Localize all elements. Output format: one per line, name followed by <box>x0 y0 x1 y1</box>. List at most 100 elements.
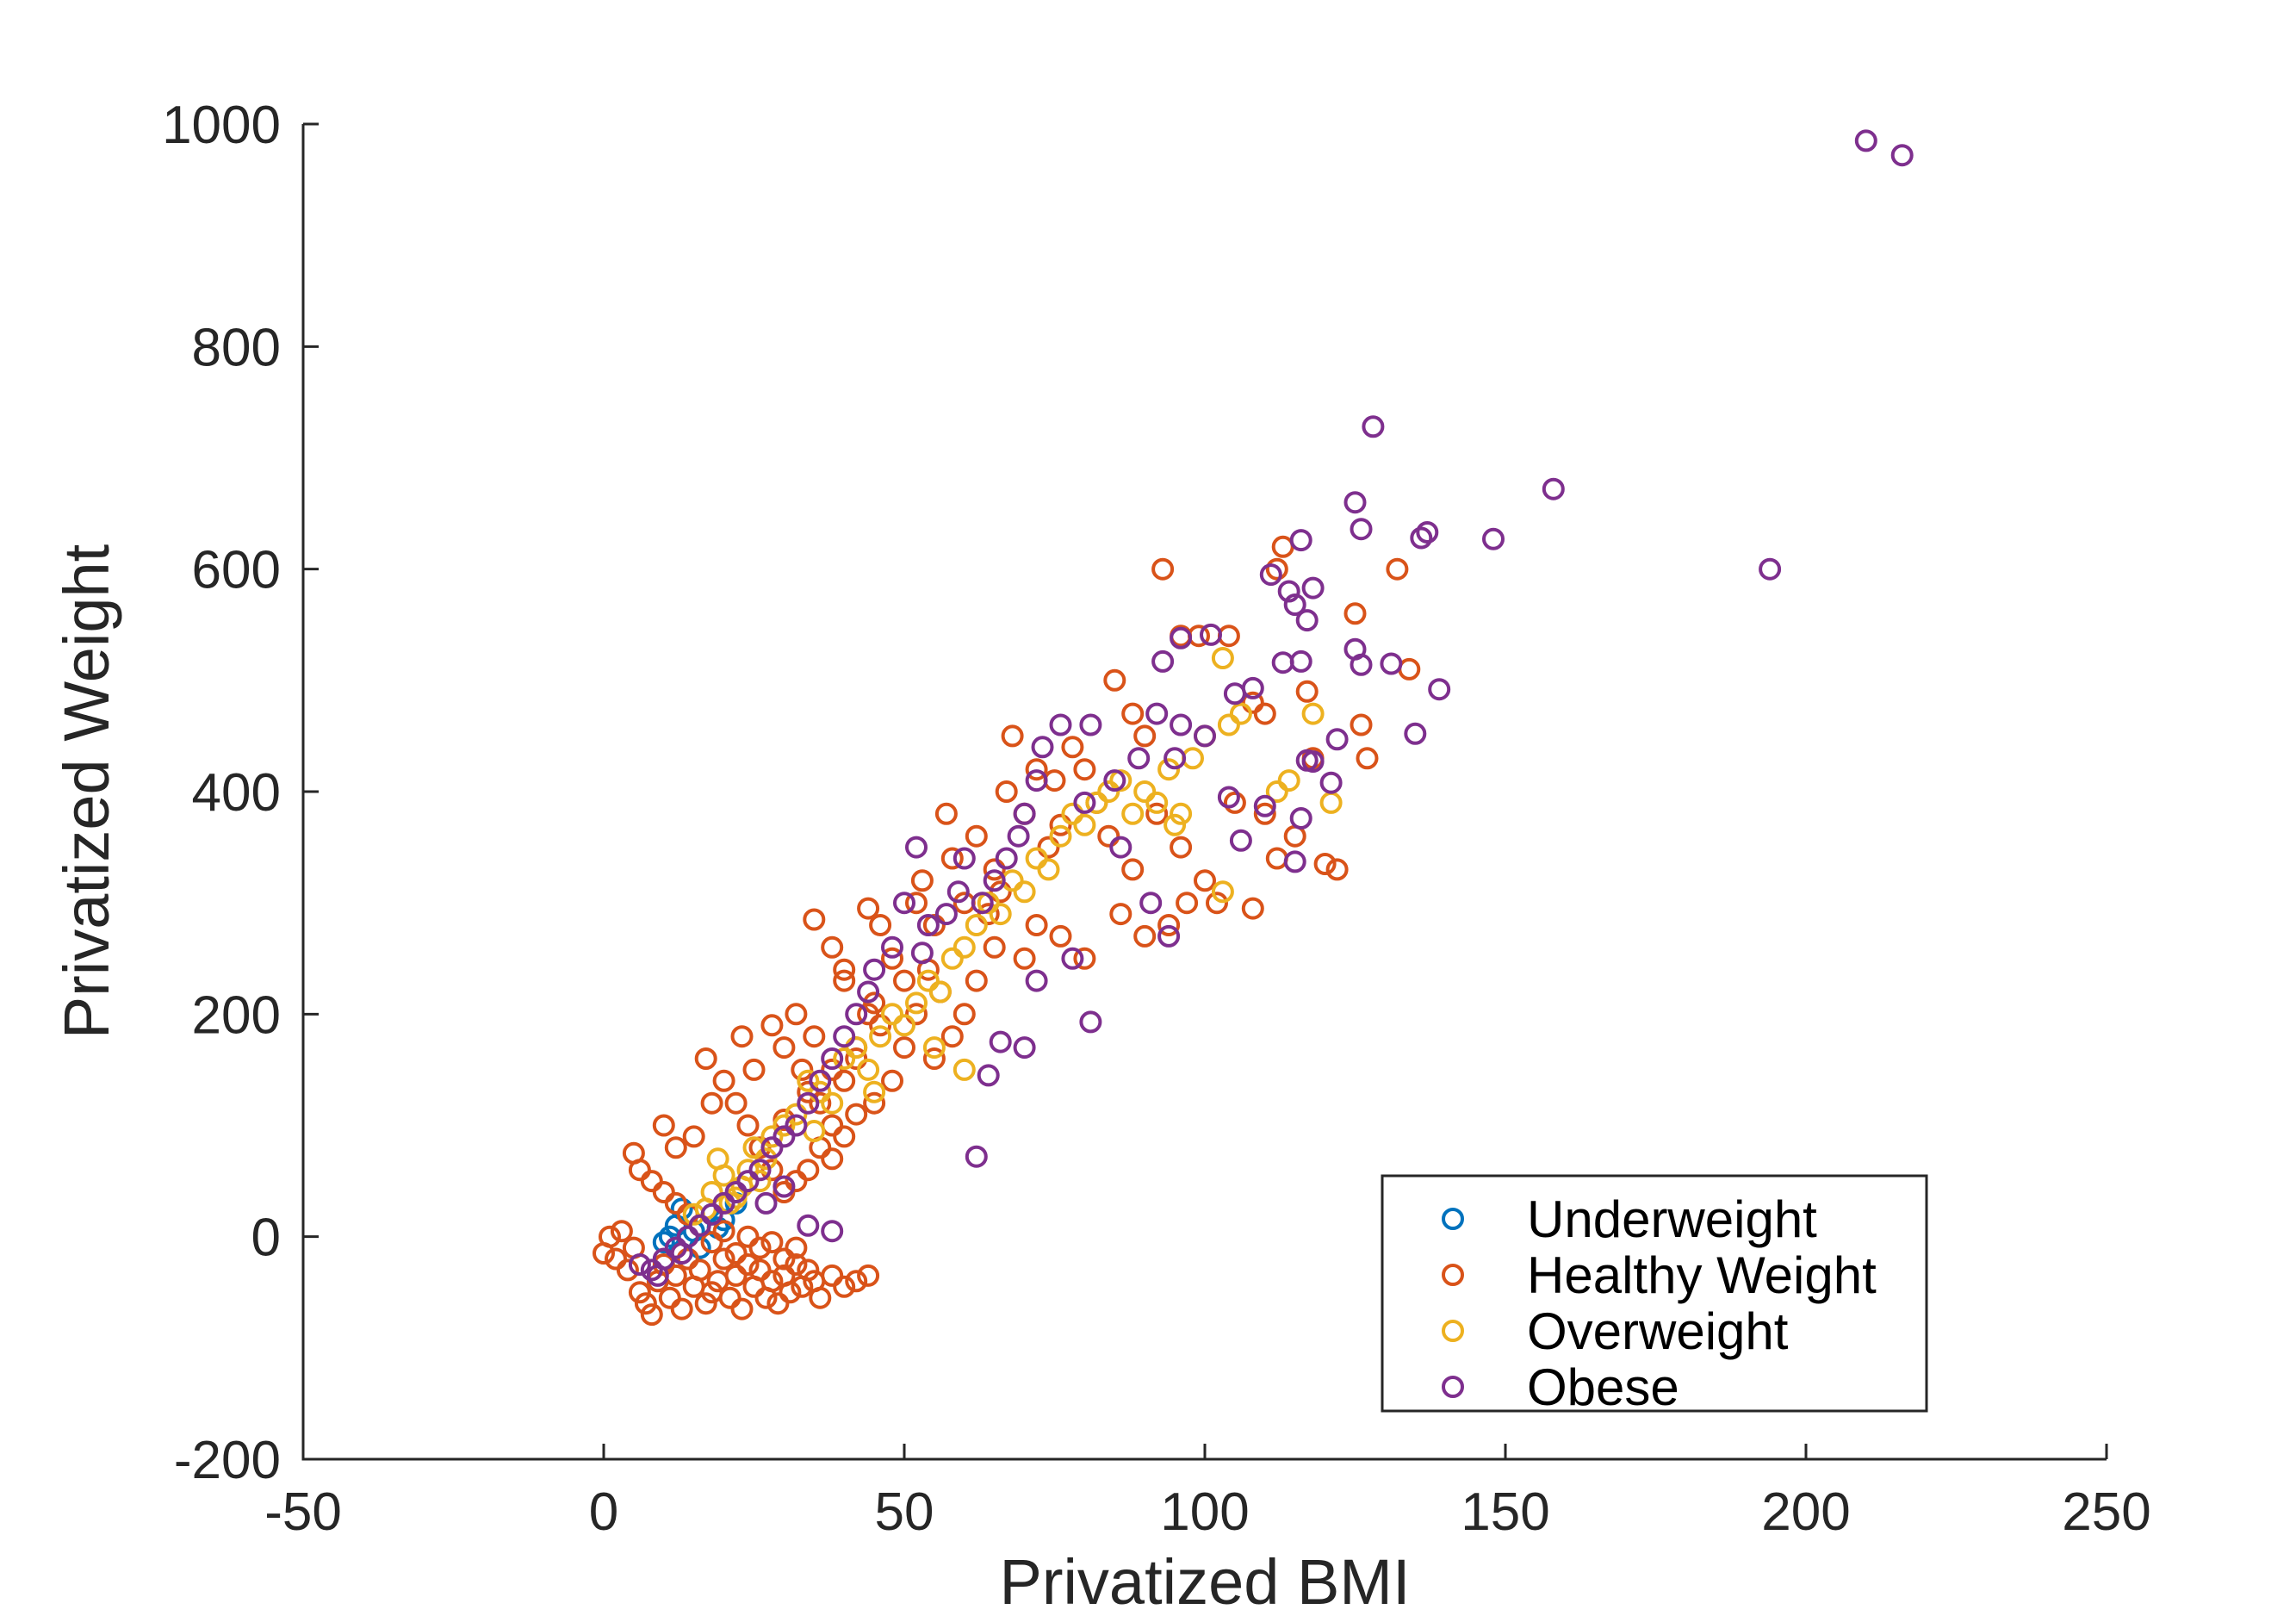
data-point <box>1271 535 1294 558</box>
data-point <box>785 1253 808 1276</box>
data-point <box>881 947 903 970</box>
data-point <box>869 914 892 936</box>
data-point <box>1200 623 1222 646</box>
data-point <box>1079 713 1102 736</box>
data-point <box>1301 702 1325 725</box>
data-point <box>1061 947 1084 970</box>
data-point <box>754 1147 778 1171</box>
data-point <box>1109 769 1132 792</box>
data-point <box>1176 892 1199 915</box>
data-point <box>833 1025 856 1048</box>
data-point <box>785 1003 808 1026</box>
data-point <box>1398 657 1421 680</box>
data-point <box>809 1069 832 1092</box>
data-point <box>821 1147 844 1171</box>
data-point <box>1350 518 1373 541</box>
data-point <box>1362 415 1385 438</box>
data-point <box>724 1091 748 1115</box>
data-point <box>1428 678 1451 701</box>
data-point <box>1229 829 1252 852</box>
data-point <box>1049 813 1072 836</box>
data-point <box>881 1003 903 1026</box>
data-point <box>700 1091 723 1115</box>
data-point <box>1283 824 1306 848</box>
data-point <box>1241 691 1264 714</box>
data-point <box>766 1292 790 1315</box>
data-point <box>863 991 886 1015</box>
data-point <box>1073 791 1096 814</box>
data-point <box>869 1025 892 1048</box>
data-point <box>833 1047 856 1070</box>
data-point <box>1265 780 1288 803</box>
data-point <box>1229 702 1252 725</box>
data-point <box>700 1203 723 1226</box>
x-tick-label: 50 <box>875 1482 934 1542</box>
data-point <box>1301 576 1325 600</box>
data-point <box>1097 824 1120 848</box>
data-point <box>833 1125 856 1148</box>
data-point <box>953 1003 976 1026</box>
data-point <box>1283 850 1306 873</box>
data-point <box>857 1264 880 1287</box>
data-point <box>791 1058 814 1081</box>
data-point <box>863 1080 886 1103</box>
data-point <box>748 1159 772 1182</box>
series-obese <box>628 129 1914 1287</box>
data-point <box>1013 1036 1036 1060</box>
legend-label: Healthy Weight <box>1527 1246 1877 1304</box>
data-point <box>706 1270 729 1293</box>
data-point <box>760 1014 784 1037</box>
data-point <box>881 935 903 959</box>
data-point <box>1073 813 1096 836</box>
data-point <box>1121 702 1145 725</box>
data-point <box>718 1191 742 1215</box>
data-point <box>821 1220 844 1243</box>
data-point <box>1241 676 1264 699</box>
data-point <box>610 1220 633 1243</box>
data-point <box>1253 702 1276 725</box>
data-point <box>893 1036 915 1060</box>
data-point <box>712 1247 735 1271</box>
data-point <box>742 1058 766 1081</box>
data-point <box>1133 780 1157 803</box>
data-point <box>1416 521 1439 544</box>
data-point <box>1164 747 1187 770</box>
data-point <box>646 1264 669 1287</box>
data-point <box>773 1175 796 1198</box>
data-point <box>989 903 1012 926</box>
data-point <box>1013 880 1036 904</box>
data-point <box>1025 758 1048 781</box>
x-axis-title: Privatized BMI <box>999 1546 1410 1618</box>
data-point <box>797 1214 820 1237</box>
data-point <box>1031 736 1054 759</box>
data-point <box>845 1036 868 1060</box>
data-point <box>1103 668 1126 692</box>
y-tick-label: -200 <box>174 1431 281 1490</box>
data-point <box>1157 914 1181 936</box>
data-point <box>1217 625 1240 648</box>
data-point <box>664 1191 687 1215</box>
data-point <box>1223 791 1246 814</box>
data-point <box>953 1058 976 1081</box>
legend-label: Overweight <box>1527 1302 1789 1360</box>
legend-box <box>1381 1174 1928 1413</box>
data-point <box>940 1025 964 1048</box>
legend-label: Underweight <box>1527 1190 1817 1248</box>
data-point <box>863 958 886 981</box>
data-point <box>736 1253 760 1276</box>
data-point <box>1097 780 1120 803</box>
data-point <box>922 1047 946 1070</box>
data-point <box>910 869 934 892</box>
data-point <box>1109 836 1132 859</box>
data-point <box>1356 747 1379 770</box>
data-point <box>1253 794 1276 817</box>
data-point <box>1001 724 1024 748</box>
data-point <box>760 1231 784 1254</box>
data-point <box>1271 651 1294 674</box>
data-point <box>605 1247 627 1271</box>
data-point <box>922 1036 946 1060</box>
data-point <box>1277 580 1300 603</box>
data-point <box>652 1181 675 1203</box>
data-point <box>652 1114 675 1137</box>
data-point <box>905 991 928 1015</box>
